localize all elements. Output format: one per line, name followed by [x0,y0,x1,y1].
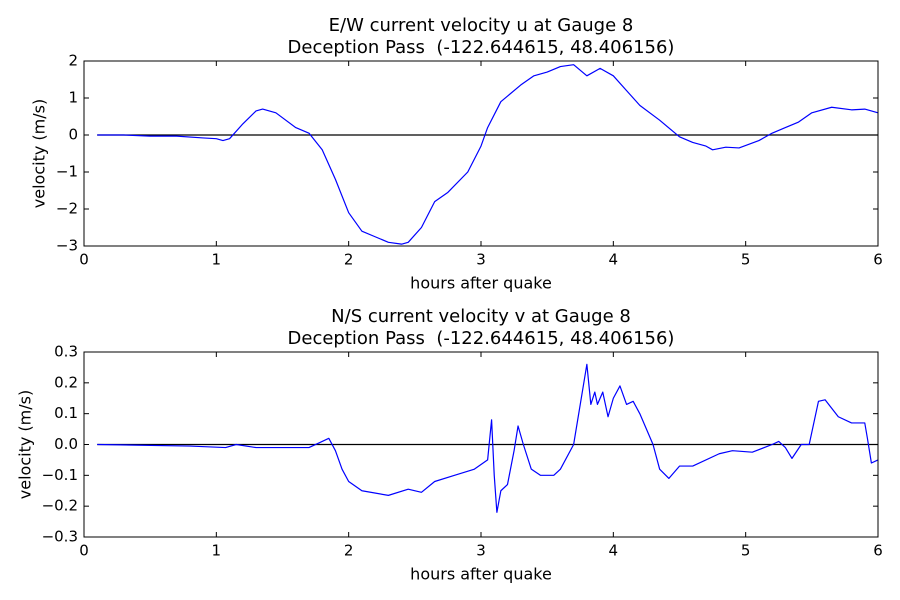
data-line [97,363,879,513]
y-axis-label: velocity (m/s) [16,390,35,499]
y-tick-label: 0 [68,126,78,144]
y-tick-label: 0.3 [54,343,78,361]
x-tick-label: 6 [873,251,883,269]
y-tick-label: −3 [56,237,78,255]
x-tick-label: 6 [873,542,883,560]
y-tick-label: 2 [68,52,78,70]
x-tick-label: 0 [79,251,89,269]
y-tick-label: −0.1 [42,466,78,484]
x-axis-label: hours after quake [410,565,552,584]
y-tick-label: 0.1 [54,404,78,422]
x-tick-label: 3 [476,251,486,269]
plot-frame [83,60,879,247]
x-tick-label: 2 [344,542,354,560]
x-tick-label: 4 [609,251,619,269]
x-tick-label: 1 [212,251,222,269]
x-tick-label: 1 [212,542,222,560]
x-tick-label: 0 [79,542,89,560]
x-axis-label: hours after quake [410,274,552,293]
x-tick-label: 4 [609,542,619,560]
x-tick-label: 5 [741,542,751,560]
x-tick-label: 2 [344,251,354,269]
x-tick-label: 3 [476,542,486,560]
chart-subtitle: Deception Pass (-122.644615, 48.406156) [288,328,675,349]
y-tick-label: 0.0 [54,435,78,453]
chart-title: N/S current velocity v at Gauge 8 [331,306,631,327]
chart-subtitle: Deception Pass (-122.644615, 48.406156) [288,37,675,58]
y-tick-label: 0.2 [54,373,78,391]
y-axis-label: velocity (m/s) [30,99,49,208]
y-tick-label: −1 [56,163,78,181]
plot-frame [83,351,879,538]
y-tick-label: 1 [68,89,78,107]
data-line [97,64,879,245]
y-tick-label: −0.3 [42,528,78,546]
y-tick-label: −0.2 [42,497,78,515]
y-tick-label: −2 [56,200,78,218]
x-tick-label: 5 [741,251,751,269]
chart-title: E/W current velocity u at Gauge 8 [329,15,634,36]
